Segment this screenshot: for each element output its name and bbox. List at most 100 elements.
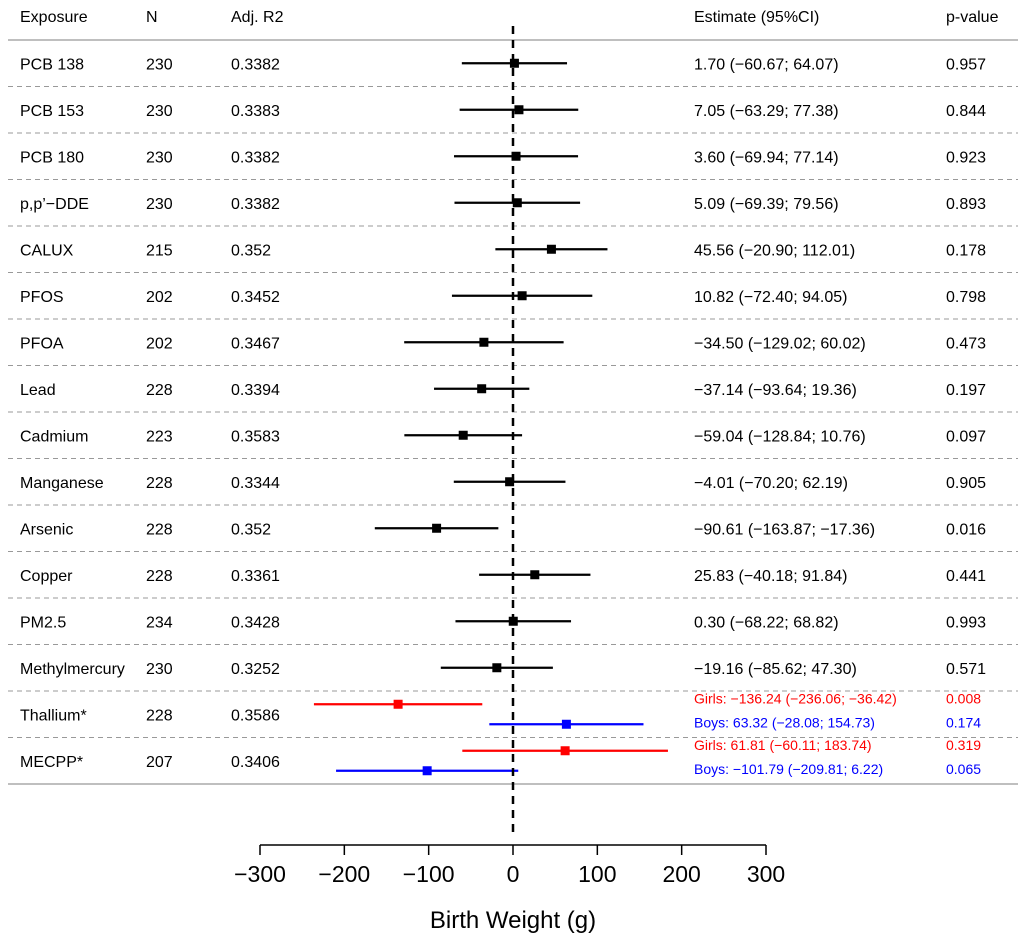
estimate-point-overall <box>479 337 489 347</box>
table-row: CALUX 215 0.352 45.56 (−20.90; 112.01) 0.178 <box>20 242 986 259</box>
p-value: 0.008 <box>946 690 981 706</box>
estimate-point-boys <box>422 766 432 776</box>
p-value: 0.957 <box>946 56 986 73</box>
n-value: 228 <box>146 568 173 585</box>
estimate-point-overall <box>511 151 521 161</box>
adj-r2-value: 0.3452 <box>231 289 280 306</box>
p-value: 0.844 <box>946 103 986 120</box>
n-value: 228 <box>146 521 173 538</box>
estimate-label: Boys: 63.32 (−28.08; 154.73) <box>694 714 875 730</box>
table-row: Thallium* 228 0.3586 Girls: −136.24 (−236.0… <box>20 690 981 730</box>
n-value: 228 <box>146 707 173 724</box>
table-row: Cadmium 223 0.3583 −59.04 (−128.84; 10.76) 0… <box>20 428 986 445</box>
table-row: Manganese 228 0.3344 −4.01 (−70.20; 62.19) 0… <box>20 475 986 492</box>
n-value: 230 <box>146 56 173 73</box>
estimate-point-boys <box>561 719 571 729</box>
estimate-label: Girls: −136.24 (−236.06; −36.42) <box>694 690 897 706</box>
adj-r2-value: 0.3394 <box>231 382 280 399</box>
table-row: Copper 228 0.3361 25.83 (−40.18; 91.84) 0.44… <box>20 568 986 585</box>
x-axis: −300 −200 −100 0 100 200 300 <box>234 844 785 887</box>
estimate-label: 7.05 (−63.29; 77.38) <box>694 103 839 120</box>
table-row: PCB 138 230 0.3382 1.70 (−60.67; 64.07) 0.95… <box>20 56 986 73</box>
estimate-label: 45.56 (−20.90; 112.01) <box>694 242 855 259</box>
table-rows: PCB 138 230 0.3382 1.70 (−60.67; 64.07) 0.95… <box>20 56 986 777</box>
exposure-label: MECPP* <box>20 754 83 771</box>
p-value: 0.197 <box>946 382 986 399</box>
exposure-label: Methylmercury <box>20 661 125 678</box>
table-row: PFOS 202 0.3452 10.82 (−72.40; 94.05) 0.798 <box>20 289 986 306</box>
exposure-label: PFOA <box>20 335 64 352</box>
p-value: 0.923 <box>946 149 986 166</box>
estimate-point-overall <box>514 105 524 115</box>
table-row: p,p’−DDE 230 0.3382 5.09 (−69.39; 79.56) 0.8… <box>20 196 986 213</box>
estimate-point-overall <box>458 430 468 440</box>
n-value: 230 <box>146 661 173 678</box>
header-estimate: Estimate (95%CI) <box>694 9 819 26</box>
table-row: Methylmercury 230 0.3252 −19.16 (−85.62; 47… <box>20 661 986 678</box>
x-tick-label: 0 <box>507 861 520 887</box>
adj-r2-value: 0.3383 <box>231 103 280 120</box>
estimate-point-overall <box>512 198 522 208</box>
estimate-label: −19.16 (−85.62; 47.30) <box>694 661 857 678</box>
estimate-label: −34.50 (−129.02; 60.02) <box>694 335 866 352</box>
estimate-label: 1.70 (−60.67; 64.07) <box>694 56 839 73</box>
estimate-label: −37.14 (−93.64; 19.36) <box>694 382 857 399</box>
n-value: 202 <box>146 335 173 352</box>
adj-r2-value: 0.3361 <box>231 568 280 585</box>
exposure-label: PM2.5 <box>20 614 66 631</box>
n-value: 228 <box>146 475 173 492</box>
estimate-point-overall <box>530 570 540 580</box>
exposure-label: Arsenic <box>20 521 73 538</box>
estimate-label: 5.09 (−69.39; 79.56) <box>694 196 839 213</box>
adj-r2-value: 0.3583 <box>231 428 280 445</box>
adj-r2-value: 0.3586 <box>231 707 280 724</box>
header-row: Exposure N Adj. R2 Estimate (95%CI) p-va… <box>20 9 999 26</box>
n-value: 234 <box>146 614 173 631</box>
exposure-label: Cadmium <box>20 428 88 445</box>
n-value: 230 <box>146 149 173 166</box>
exposure-label: CALUX <box>20 242 74 259</box>
estimate-point-overall <box>477 384 487 394</box>
n-value: 207 <box>146 754 173 771</box>
exposure-label: PCB 138 <box>20 56 84 73</box>
estimate-point-overall <box>432 523 442 533</box>
x-tick-label: −200 <box>318 861 370 887</box>
adj-r2-value: 0.3467 <box>231 335 280 352</box>
p-value: 0.905 <box>946 475 986 492</box>
table-row: PCB 180 230 0.3382 3.60 (−69.94; 77.14) 0.92… <box>20 149 986 166</box>
exposure-label: Copper <box>20 568 73 585</box>
estimate-label: 25.83 (−40.18; 91.84) <box>694 568 847 585</box>
x-axis-label: Birth Weight (g) <box>430 907 596 934</box>
p-value: 0.174 <box>946 714 981 730</box>
p-value: 0.893 <box>946 196 986 213</box>
n-value: 230 <box>146 196 173 213</box>
p-value: 0.319 <box>946 737 981 753</box>
estimate-point-overall <box>509 58 519 68</box>
exposure-label: Lead <box>20 382 56 399</box>
exposure-label: PCB 153 <box>20 103 84 120</box>
p-value: 0.798 <box>946 289 986 306</box>
p-value: 0.178 <box>946 242 986 259</box>
estimate-label: 0.30 (−68.22; 68.82) <box>694 614 839 631</box>
estimate-point-overall <box>517 291 527 301</box>
p-value: 0.473 <box>946 335 986 352</box>
x-tick-label: −100 <box>403 861 455 887</box>
adj-r2-value: 0.3382 <box>231 149 280 166</box>
table-row: PCB 153 230 0.3383 7.05 (−63.29; 77.38) 0.84… <box>20 103 986 120</box>
exposure-label: PCB 180 <box>20 149 84 166</box>
p-value: 0.993 <box>946 614 986 631</box>
p-value: 0.016 <box>946 521 986 538</box>
adj-r2-value: 0.3344 <box>231 475 280 492</box>
estimate-label: 3.60 (−69.94; 77.14) <box>694 149 839 166</box>
table-row: Lead 228 0.3394 −37.14 (−93.64; 19.36) 0.197 <box>20 382 986 399</box>
adj-r2-value: 0.352 <box>231 521 271 538</box>
p-value: 0.065 <box>946 761 981 777</box>
estimate-point-girls <box>393 699 403 709</box>
exposure-label: p,p’−DDE <box>20 196 89 213</box>
estimate-label: −4.01 (−70.20; 62.19) <box>694 475 848 492</box>
x-tick-label: 100 <box>578 861 616 887</box>
table-row: PFOA 202 0.3467 −34.50 (−129.02; 60.02) 0.47… <box>20 335 986 352</box>
header-adj-r2: Adj. R2 <box>231 9 284 26</box>
header-p-value: p-value <box>946 9 999 26</box>
header-n: N <box>146 9 158 26</box>
